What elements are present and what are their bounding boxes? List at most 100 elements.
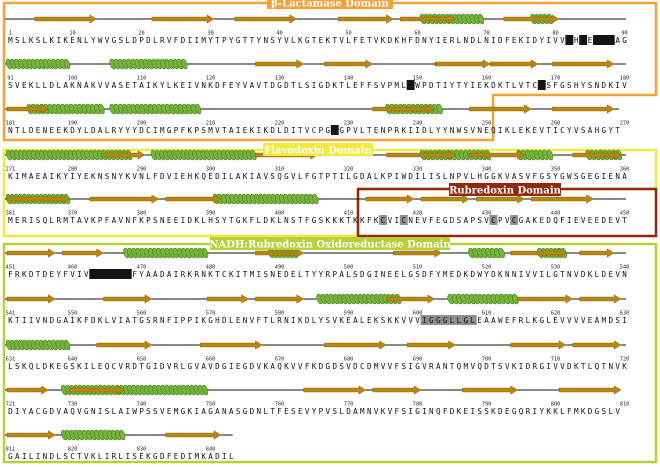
residue-letter: M [464, 362, 469, 371]
residue-letter: C [360, 362, 365, 371]
residue-letter: A [588, 126, 593, 135]
residue-letter: K [326, 36, 331, 45]
residue-number: 260 [551, 121, 561, 127]
residue-letter: K [56, 172, 61, 181]
residue-number: 610 [482, 311, 492, 317]
residue-letter: V [505, 362, 510, 371]
residue-letter: G [91, 270, 96, 279]
residue-letter: R [326, 270, 331, 279]
residue-number: 380 [137, 211, 147, 217]
residue-letter: E [367, 316, 372, 325]
residue-number: 190 [68, 121, 78, 127]
residue-letter: M [574, 407, 579, 416]
residue-letter: L [56, 81, 61, 90]
residue-letter: E [588, 316, 593, 325]
residue-letter: F [132, 270, 137, 279]
residue-letter: F [367, 216, 372, 225]
residue-letter: W [401, 172, 406, 181]
residue-letter: S [401, 407, 406, 416]
residue-number: 480 [206, 265, 216, 271]
residue-letter: E [608, 216, 613, 225]
residue-letter: N [595, 81, 600, 90]
residue-letter: P [146, 216, 151, 225]
residue-letter: Y [319, 316, 324, 325]
residue-letter: S [201, 126, 206, 135]
residue-letter: D [450, 216, 455, 225]
strand-arrow [551, 104, 615, 114]
residue-letter: V [298, 362, 303, 371]
residue-letter: I [374, 270, 379, 279]
residue-letter: D [491, 270, 496, 279]
residue-letter: L [181, 362, 186, 371]
residue-letter: A [98, 126, 103, 135]
residue-letter: D [422, 270, 427, 279]
residue-letter: M [174, 407, 179, 416]
helix [212, 193, 319, 205]
residue-letter: T [602, 362, 607, 371]
residue-letter: D [139, 126, 144, 135]
strand-arrow [6, 194, 70, 204]
residue-letter: K [388, 316, 393, 325]
residue-letter: D [215, 81, 220, 90]
residue-letter: T [36, 270, 41, 279]
residue-letter: F [84, 316, 89, 325]
residue-letter: H [188, 172, 193, 181]
residue-letter: G [595, 172, 600, 181]
residue-letter: V [560, 36, 565, 45]
residue-letter: K [574, 362, 579, 371]
residue-letter: K [498, 81, 503, 90]
residue-letter: K [22, 270, 27, 279]
residue-letter: L [470, 316, 475, 325]
residue-letter: I [194, 407, 199, 416]
residue-letter: V [291, 362, 296, 371]
residue-letter: A [112, 270, 117, 279]
residue-letter: I [174, 316, 179, 325]
residue-letter: V [408, 316, 413, 325]
residue-letter: D [263, 216, 268, 225]
sequence-row: 1 10 20 30 40 50 60 70 80 90M S L K S L K I K E N L Y W V G S L D P D… [5, 13, 628, 45]
residue-letter: G [43, 407, 48, 416]
residue-letter: G [208, 316, 213, 325]
strand-arrow [510, 248, 567, 258]
residue-number: 740 [137, 402, 147, 408]
residue-letter: R [533, 362, 538, 371]
residue-letter: E [139, 452, 144, 461]
residue-letter: E [415, 216, 420, 225]
residue-letter: V [119, 362, 124, 371]
residue-letter: K [50, 36, 55, 45]
residue-letter: E [167, 216, 172, 225]
residue-letter: D [215, 172, 220, 181]
residue-number: 600 [413, 311, 423, 317]
residue-number: 410 [344, 211, 354, 217]
residue-letter: L [29, 452, 34, 461]
residue-letter: F [305, 172, 310, 181]
residue-letter: F [167, 452, 172, 461]
residue-letter: N [408, 216, 413, 225]
residue-letter: L [546, 270, 551, 279]
residue-letter: T [560, 270, 565, 279]
residue-number: 660 [206, 357, 216, 363]
residue-letter: N [477, 126, 482, 135]
residue-number: 820 [68, 447, 78, 453]
residue-letter: Y [125, 126, 130, 135]
residue-letter: P [174, 126, 179, 135]
residue-letter: S [464, 126, 469, 135]
residue-letter: I [222, 452, 227, 461]
residue-letter: E [125, 81, 130, 90]
residue-number: 400 [275, 211, 285, 217]
residue-letter: Y [319, 270, 324, 279]
residue-letter: Q [277, 172, 282, 181]
residue-letter: G [181, 407, 186, 416]
residue-letter: V [84, 452, 89, 461]
residue-letter: L [546, 316, 551, 325]
residue-letter: E [36, 172, 41, 181]
residue-letter: Q [105, 362, 110, 371]
strand-arrow [6, 248, 56, 258]
residue-letter: S [236, 407, 241, 416]
residue-letter: F [8, 270, 13, 279]
residue-letter: D [43, 362, 48, 371]
residue-number: 320 [344, 167, 354, 173]
residue-letter: K [243, 172, 248, 181]
residue-letter: K [22, 362, 27, 371]
residue-letter: L [229, 172, 234, 181]
